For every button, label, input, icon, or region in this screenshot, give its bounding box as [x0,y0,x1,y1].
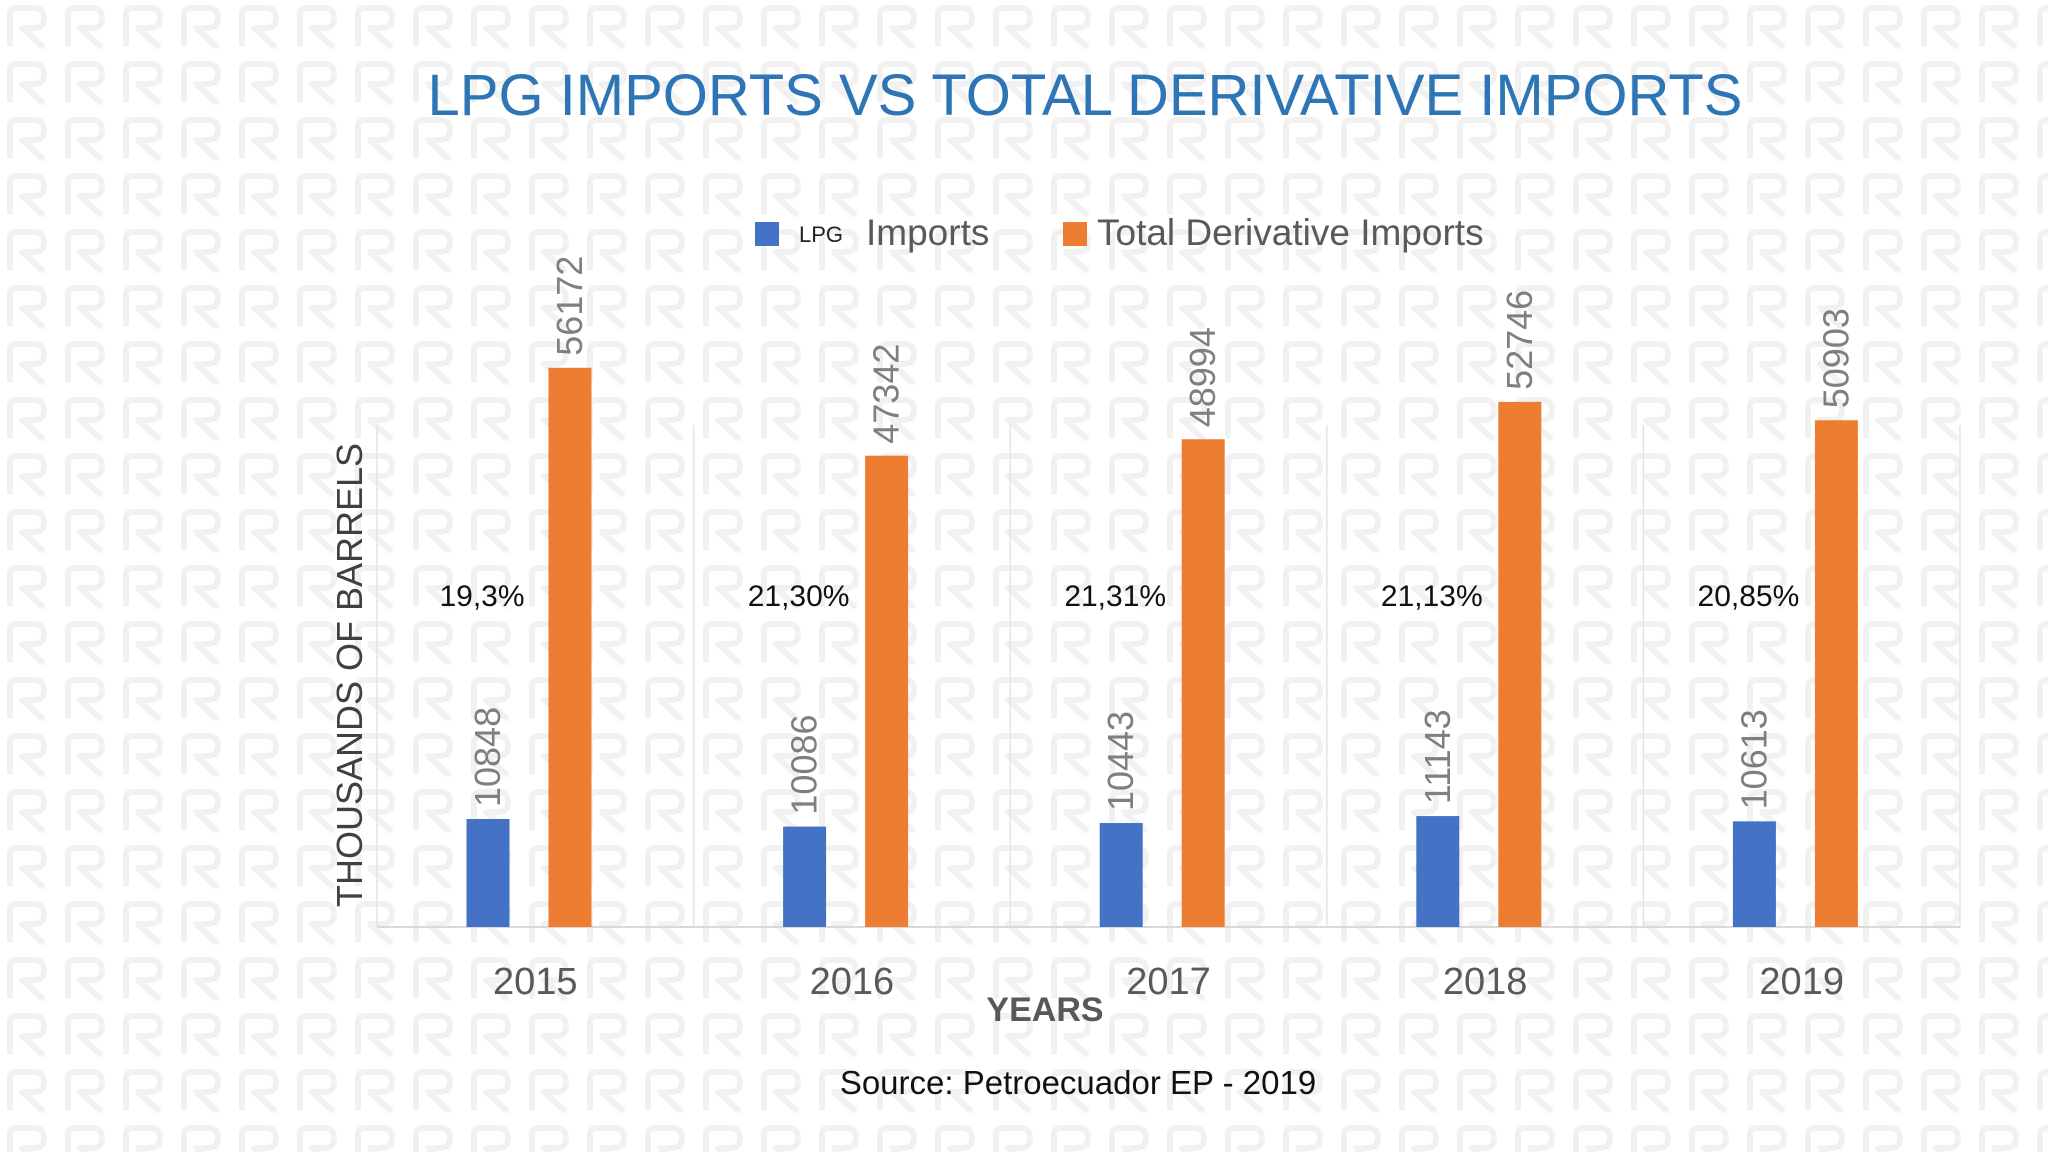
legend-swatch-lpg [755,222,779,246]
bars-group [466,367,1858,928]
legend-label-lpg: Imports [866,212,989,253]
value-label-lpg-2018: 11143 [1417,709,1458,804]
value-label-total-2017: 48994 [1182,327,1223,427]
bar-total-2016 [865,455,909,927]
value-label-total-2015: 56172 [549,256,590,356]
legend: LPG Imports Total Derivative Imports [755,212,1484,253]
bar-lpg-2018 [1416,816,1460,927]
value-label-total-2018: 52746 [1499,290,1540,390]
bar-total-2019 [1814,420,1858,927]
share-annotation-2018: 21,13% [1381,580,1483,613]
value-label-lpg-2015: 10848 [467,707,508,807]
x-tick-label-2016: 2016 [810,961,895,1003]
legend-label-total: Total Derivative Imports [1097,212,1484,253]
value-label-total-2016: 47342 [866,344,907,444]
value-label-total-2019: 50903 [1815,308,1856,408]
legend-swatch-total [1063,222,1087,246]
bar-total-2017 [1181,439,1225,927]
x-tick-label-2018: 2018 [1443,961,1528,1003]
x-tick-label-2019: 2019 [1759,961,1844,1003]
legend-label-lpg-prefix: LPG [799,222,843,247]
bar-lpg-2015 [466,819,510,927]
category-separators [376,425,1961,927]
share-annotation-2017: 21,31% [1064,580,1166,613]
annotations-group: 19,3% 21,30% 21,31% 21,13% 20,85% [439,580,1799,613]
share-annotation-2015: 19,3% [439,580,524,613]
bar-lpg-2019 [1732,821,1776,927]
x-tick-labels-group: 2015 2016 2017 2018 2019 [493,961,1844,1003]
value-label-lpg-2019: 10613 [1733,709,1774,809]
bar-lpg-2016 [783,826,827,927]
bar-total-2018 [1498,401,1542,928]
share-annotation-2019: 20,85% [1698,580,1800,613]
value-labels-group: 10848 56172 10086 47342 10443 48994 11143 52746… [467,256,1856,815]
y-axis-label: THOUSANDS OF BARRELS [329,443,370,907]
share-annotation-2016: 21,30% [748,580,850,613]
x-axis-label: YEARS [986,991,1103,1029]
value-label-lpg-2017: 10443 [1100,711,1141,811]
chart-title: LPG IMPORTS VS TOTAL DERIVATIVE IMPORTS [428,63,1743,128]
bar-lpg-2017 [1099,823,1143,927]
source-note: Source: Petroecuador EP - 2019 [840,1064,1316,1101]
x-tick-label-2015: 2015 [493,961,578,1003]
x-tick-label-2017: 2017 [1126,961,1211,1003]
value-label-lpg-2016: 10086 [784,714,825,814]
bar-total-2015 [548,367,592,927]
